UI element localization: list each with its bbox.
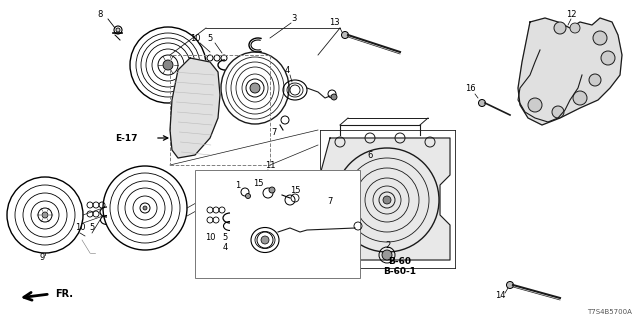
Text: FR.: FR. <box>55 289 73 299</box>
Circle shape <box>593 31 607 45</box>
Text: 8: 8 <box>97 10 102 19</box>
Circle shape <box>42 212 48 218</box>
Circle shape <box>570 23 580 33</box>
Text: 11: 11 <box>265 161 275 170</box>
Text: B-60-1: B-60-1 <box>383 268 417 276</box>
Text: 9: 9 <box>40 253 45 262</box>
Circle shape <box>143 206 147 210</box>
Text: 5: 5 <box>222 234 228 243</box>
Circle shape <box>331 94 337 100</box>
Circle shape <box>601 51 615 65</box>
Circle shape <box>528 98 542 112</box>
Text: 6: 6 <box>367 150 372 159</box>
Circle shape <box>342 31 349 38</box>
Circle shape <box>554 22 566 34</box>
FancyBboxPatch shape <box>195 170 360 278</box>
Text: 3: 3 <box>291 13 297 22</box>
Polygon shape <box>518 18 622 125</box>
Circle shape <box>336 204 344 212</box>
Text: 7: 7 <box>327 197 333 206</box>
Polygon shape <box>170 58 220 158</box>
Polygon shape <box>320 138 450 260</box>
Text: B-60: B-60 <box>388 258 412 267</box>
Circle shape <box>479 100 486 107</box>
Circle shape <box>573 91 587 105</box>
Text: 12: 12 <box>566 10 576 19</box>
Circle shape <box>269 187 275 193</box>
Text: E-17: E-17 <box>115 133 138 142</box>
Circle shape <box>506 282 513 289</box>
Text: 13: 13 <box>329 18 339 27</box>
Circle shape <box>250 83 260 93</box>
Text: 16: 16 <box>465 84 476 92</box>
Text: 5: 5 <box>90 223 95 233</box>
Text: 10: 10 <box>205 234 215 243</box>
Circle shape <box>163 60 173 70</box>
Circle shape <box>552 106 564 118</box>
Text: T7S4B5700A: T7S4B5700A <box>587 309 632 315</box>
Text: 4: 4 <box>284 66 290 75</box>
Circle shape <box>383 196 391 204</box>
Circle shape <box>116 28 120 32</box>
Text: 10: 10 <box>189 34 200 43</box>
Text: 10: 10 <box>75 223 85 233</box>
Text: 4: 4 <box>222 243 228 252</box>
Text: 5: 5 <box>207 34 212 43</box>
Text: 14: 14 <box>495 292 505 300</box>
Circle shape <box>261 236 269 244</box>
Circle shape <box>589 74 601 86</box>
Circle shape <box>246 194 250 198</box>
Text: 15: 15 <box>290 186 300 195</box>
Text: 2: 2 <box>385 241 390 250</box>
Text: 7: 7 <box>271 127 276 137</box>
Circle shape <box>382 250 392 260</box>
Text: 1: 1 <box>236 180 241 189</box>
Text: 15: 15 <box>253 179 263 188</box>
